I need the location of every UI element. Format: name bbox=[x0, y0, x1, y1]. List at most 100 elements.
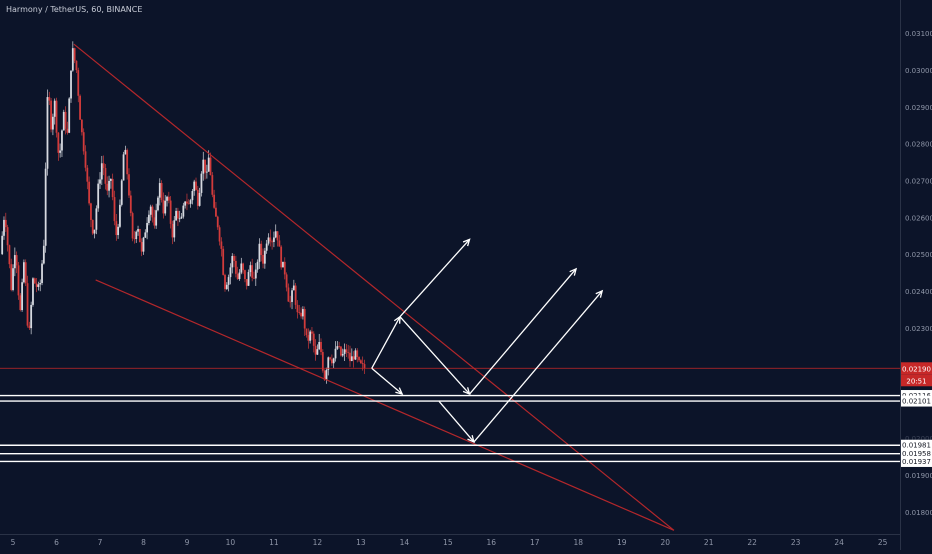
price-tick-label: 0.02800 bbox=[905, 141, 932, 149]
time-tick-label: 8 bbox=[141, 538, 146, 547]
time-tick-label: 25 bbox=[878, 538, 888, 547]
level-price-label: 0.02101 bbox=[902, 398, 931, 406]
price-tick-label: 0.01800 bbox=[905, 509, 932, 517]
candle-body bbox=[17, 265, 20, 296]
time-tick-label: 7 bbox=[98, 538, 103, 547]
candle-body bbox=[109, 178, 112, 181]
time-tick-label: 6 bbox=[54, 538, 59, 547]
time-tick-label: 12 bbox=[313, 538, 323, 547]
trendline-lower bbox=[95, 279, 675, 531]
candle-body bbox=[182, 205, 185, 217]
time-tick-label: 5 bbox=[11, 538, 16, 547]
candle-body bbox=[307, 335, 310, 341]
candle-body bbox=[178, 218, 181, 220]
candle-body bbox=[352, 356, 355, 360]
price-tick-label: 0.02600 bbox=[905, 214, 932, 222]
candle-body bbox=[57, 132, 60, 153]
candle-body bbox=[149, 206, 152, 215]
candle-body bbox=[68, 98, 71, 133]
candle-body bbox=[262, 254, 264, 264]
candle-body bbox=[285, 274, 288, 288]
candle-body bbox=[66, 128, 69, 133]
candle-body bbox=[184, 201, 187, 206]
time-tick-label: 23 bbox=[791, 538, 801, 547]
candle-body bbox=[140, 242, 143, 252]
candle-body bbox=[283, 261, 286, 275]
candle-body bbox=[256, 261, 259, 270]
candle-body bbox=[287, 287, 290, 302]
candle-body bbox=[148, 214, 150, 223]
current-price-tag bbox=[901, 362, 932, 375]
candle-body bbox=[189, 200, 192, 204]
candle-body bbox=[320, 341, 322, 353]
candle-body bbox=[32, 278, 34, 305]
horizontal-levels bbox=[0, 367, 900, 463]
candle-body bbox=[75, 60, 78, 71]
candle-body bbox=[330, 359, 333, 364]
candle-body bbox=[176, 210, 179, 219]
candle-body bbox=[191, 191, 194, 201]
time-tick-label: 22 bbox=[747, 538, 757, 547]
candle-body bbox=[291, 290, 293, 302]
candle-body bbox=[187, 203, 190, 205]
candle-body bbox=[309, 331, 312, 341]
candle-body bbox=[296, 304, 299, 313]
arrow-head bbox=[462, 238, 471, 247]
level-price-tag bbox=[901, 448, 932, 460]
candle-body bbox=[271, 241, 274, 243]
candle-body bbox=[151, 206, 154, 218]
candle-body bbox=[341, 353, 344, 356]
candle-body bbox=[218, 227, 221, 242]
current-price-label: 0.02190 bbox=[902, 365, 931, 373]
candle-body bbox=[135, 231, 138, 240]
candle-body bbox=[193, 181, 196, 192]
candle-body bbox=[128, 174, 130, 196]
price-tick-label: 0.03000 bbox=[905, 67, 932, 75]
time-tick-label: 11 bbox=[269, 538, 279, 547]
candle-body bbox=[158, 183, 161, 198]
time-tick-label: 13 bbox=[356, 538, 366, 547]
price-tick-label: 0.01900 bbox=[905, 472, 932, 480]
candle-body bbox=[236, 273, 239, 280]
candle-body bbox=[238, 272, 241, 280]
candle-body bbox=[37, 284, 40, 287]
price-tick-label: 0.02700 bbox=[905, 177, 932, 185]
candle-body bbox=[155, 210, 158, 226]
candle-body bbox=[249, 265, 252, 273]
candle-body bbox=[225, 284, 228, 290]
candle-body bbox=[133, 238, 136, 240]
candle-body bbox=[338, 346, 341, 347]
price-tick-label: 0.02900 bbox=[905, 104, 932, 112]
candle-body bbox=[12, 268, 14, 290]
candle-body bbox=[318, 341, 321, 350]
arrow-line bbox=[473, 290, 603, 443]
candle-body bbox=[160, 183, 163, 200]
candle-body bbox=[169, 200, 172, 224]
time-tick-label: 9 bbox=[185, 538, 190, 547]
time-tick-label: 14 bbox=[400, 538, 410, 547]
candle-body bbox=[292, 285, 295, 291]
candle-body bbox=[273, 237, 275, 242]
candle-body bbox=[1, 235, 4, 255]
candle-body bbox=[202, 159, 205, 174]
price-tick-label: 0.02000 bbox=[905, 435, 932, 443]
candle-body bbox=[113, 197, 116, 222]
level-price-tag bbox=[901, 390, 932, 402]
arrow-head bbox=[595, 289, 604, 298]
candle-body bbox=[6, 227, 9, 246]
countdown-tag bbox=[901, 374, 932, 387]
candle-body bbox=[263, 250, 266, 264]
candle-body bbox=[146, 222, 149, 233]
candles bbox=[1, 41, 366, 384]
candle-body bbox=[120, 180, 123, 205]
level-price-tag bbox=[901, 439, 932, 451]
candle-body bbox=[24, 262, 27, 284]
trendlines bbox=[73, 43, 675, 531]
candle-body bbox=[119, 204, 121, 227]
candle-body bbox=[340, 346, 342, 356]
candle-body bbox=[186, 201, 188, 204]
candle-body bbox=[8, 245, 11, 265]
arrow-head bbox=[467, 434, 475, 444]
candle-body bbox=[61, 130, 63, 151]
